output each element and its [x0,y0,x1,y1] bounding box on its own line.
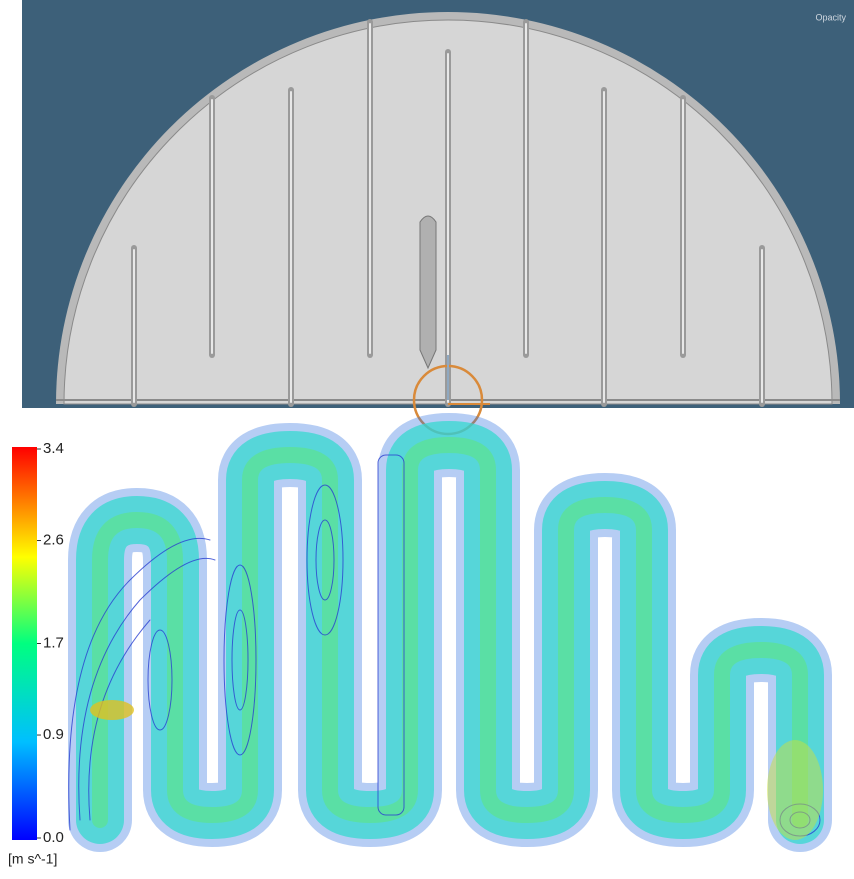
streamlines [69,445,823,840]
colorbar-tick-label: 3.4 [43,440,64,457]
opacity-label[interactable]: Opacity [815,12,846,22]
colorbar-unit: [m s^-1] [8,851,57,867]
cad-viewport: Opacity [22,0,854,434]
colorbar-tick-label: 0.9 [43,726,64,743]
colorbar-tick-label: 2.6 [43,531,64,548]
colorbar-tick-label: 1.7 [43,634,64,651]
colorbar [12,447,37,840]
nozzle [420,216,436,368]
colorbar-tick-label: 0.0 [43,829,64,846]
figure: Opacity 3.4 2.6 1.7 0.9 0.0 [m s^-1] [0,0,854,879]
page: {"viewport": {"opacity_label": "Opacity"… [0,0,854,879]
